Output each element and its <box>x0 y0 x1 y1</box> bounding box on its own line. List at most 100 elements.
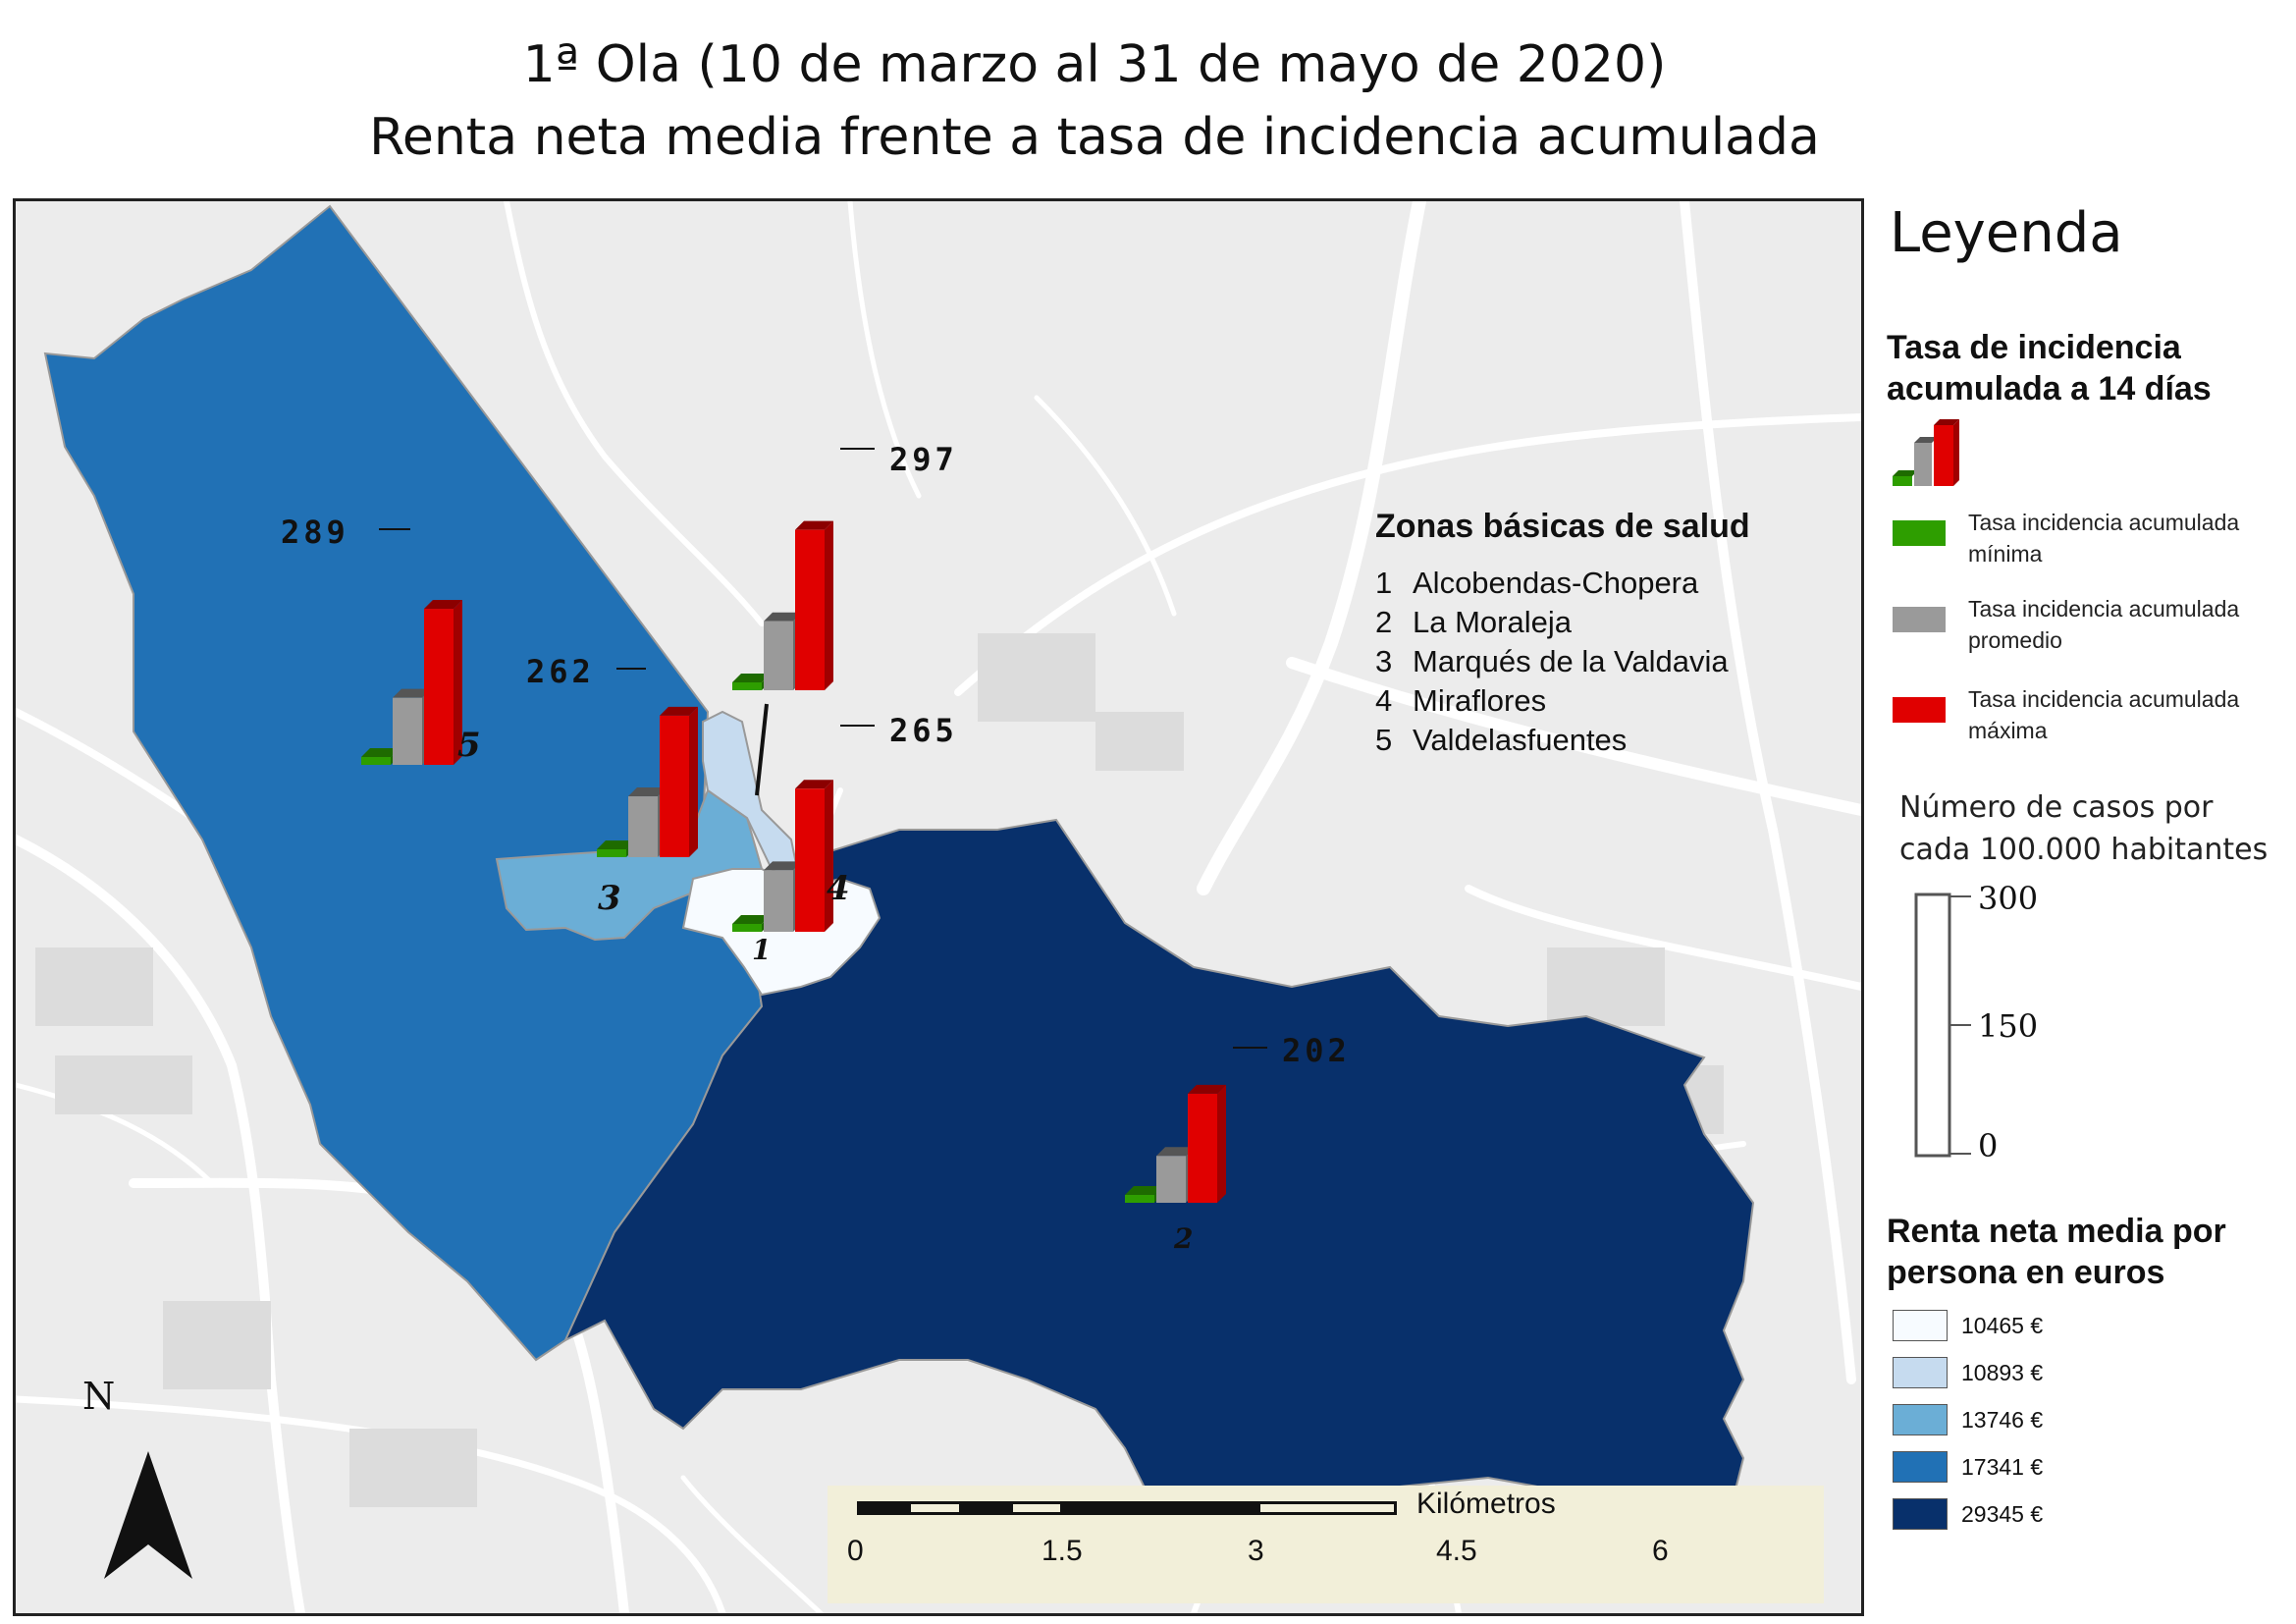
max-bar-top <box>660 706 698 716</box>
max-bar-top <box>795 780 833 789</box>
max-bar-top <box>795 520 833 530</box>
max-bar <box>795 529 825 690</box>
avg-swatch <box>1893 607 1946 632</box>
scale-tick-1: 1.5 <box>1041 1535 1083 1567</box>
scale-tick-4: 6 <box>1652 1535 1669 1567</box>
zona-item-name: Marqués de la Valdavia <box>1413 644 1729 678</box>
map-frame[interactable]: 289 297 262 265 202 5 3 4 1 2 Zonas bási… <box>13 198 1864 1616</box>
cases-caption-line1: Número de casos por <box>1899 790 2214 825</box>
legend-panel: Leyenda Tasa de incidencia acumulada a 1… <box>1875 0 2296 1624</box>
max-label-zone-4: 265 <box>889 712 958 749</box>
zona-item-number: 2 <box>1375 605 1393 639</box>
min-bar <box>732 682 762 690</box>
avg-bar-top <box>764 612 802 622</box>
north-label: N <box>82 1375 116 1418</box>
zona-item-number: 1 <box>1375 566 1393 600</box>
zona-item-name: La Moraleja <box>1413 605 1572 639</box>
income-swatch-4 <box>1893 1451 1948 1483</box>
max-bar-side <box>454 600 462 765</box>
zona-item: 5 Valdelasfuentes <box>1375 721 1750 760</box>
income-swatch-5 <box>1893 1498 1948 1530</box>
max-bar <box>660 715 689 857</box>
avg-label-line2: promedio <box>1968 627 2062 653</box>
income-label-1: 10465 € <box>1961 1313 2044 1338</box>
avg-bar-top <box>393 688 431 698</box>
scale-bar: Kilómetros 0 1.5 3 4.5 6 <box>828 1486 1824 1603</box>
min-bar <box>597 849 626 857</box>
avg-bar <box>1156 1156 1186 1203</box>
zona-item-name: Valdelasfuentes <box>1413 723 1628 757</box>
zone-number-5: 5 <box>457 726 481 765</box>
zona-item-number: 3 <box>1375 644 1393 678</box>
max-label-zone-1: 297 <box>889 441 958 478</box>
max-label-line2: máxima <box>1968 718 2048 743</box>
avg-bar <box>764 870 793 932</box>
min-label-line1: Tasa incidencia acumulada <box>1968 510 2240 535</box>
income-label-3: 13746 € <box>1961 1407 2044 1433</box>
income-swatch-3 <box>1893 1404 1948 1435</box>
zone-number-3: 3 <box>598 879 621 918</box>
income-swatch-1 <box>1893 1310 1948 1341</box>
max-label-line1: Tasa incidencia acumulada <box>1968 686 2240 712</box>
min-bar-top <box>597 840 635 849</box>
cases-caption-line2: cada 100.000 habitantes <box>1899 833 2269 867</box>
incidence-heading-line1: Tasa de incidencia <box>1887 329 2181 366</box>
min-bar-top <box>1125 1186 1163 1195</box>
income-label-2: 10893 € <box>1961 1360 2044 1385</box>
bar-chart-layer <box>16 201 1861 1613</box>
zona-item-name: Alcobendas-Chopera <box>1413 566 1699 600</box>
bar-scale-150: 150 <box>1978 1007 2039 1045</box>
avg-label-line1: Tasa incidencia acumulada <box>1968 596 2240 622</box>
max-bar <box>424 609 454 765</box>
bar-scale-300: 300 <box>1978 880 2039 917</box>
max-bar-side <box>1217 1084 1226 1203</box>
zone-number-2: 2 <box>1174 1222 1194 1255</box>
zona-item-number: 5 <box>1375 723 1393 757</box>
income-label-5: 29345 € <box>1961 1501 2044 1527</box>
bar-group-z3 <box>597 706 698 857</box>
zona-item: 1 Alcobendas-Chopera <box>1375 564 1750 603</box>
scale-tick-2: 3 <box>1248 1535 1264 1567</box>
north-arrow-icon <box>104 1451 192 1579</box>
zona-item-number: 4 <box>1375 683 1393 718</box>
zona-item: 2 La Moraleja <box>1375 603 1750 642</box>
income-heading-line1: Renta neta media por <box>1887 1213 2226 1250</box>
bar-group-z5 <box>361 600 462 765</box>
incidence-bars <box>361 520 1226 1203</box>
zonas-basicas-list: Zonas básicas de salud 1 Alcobendas-Chope… <box>1375 508 1750 760</box>
avg-bar-top <box>1156 1147 1195 1157</box>
bar-scale-0: 0 <box>1978 1127 1999 1164</box>
scale-tick-0: 0 <box>847 1535 864 1567</box>
min-bar <box>732 924 762 932</box>
max-bar-side <box>825 520 833 690</box>
zonas-title: Zonas básicas de salud <box>1375 508 1750 545</box>
bar-scale-graphic <box>1914 893 1971 1158</box>
max-label-zone-5: 289 <box>281 514 349 551</box>
zona-item: 4 Miraflores <box>1375 681 1750 721</box>
max-bar-top <box>424 600 462 610</box>
bar-group-z4 <box>732 780 833 932</box>
max-bar-side <box>825 780 833 932</box>
max-bar <box>795 788 825 932</box>
income-swatch-2 <box>1893 1357 1948 1388</box>
zone-number-1: 1 <box>752 934 772 966</box>
max-swatch <box>1893 697 1946 723</box>
scale-tick-3: 4.5 <box>1436 1535 1477 1567</box>
max-label-zone-2: 202 <box>1282 1032 1351 1069</box>
min-label-line2: mínima <box>1968 541 2043 567</box>
bar-group-z1 <box>732 520 833 690</box>
map-title-line1: 1ª Ola (10 de marzo al 31 de mayo de 202… <box>522 35 1667 94</box>
min-bar-top <box>732 915 771 924</box>
bar-symbol-icon <box>1893 419 1959 486</box>
scale-bar-graphic <box>857 1501 1397 1515</box>
bar-group-z2 <box>1125 1084 1226 1203</box>
min-bar <box>1125 1195 1154 1203</box>
zona-item-name: Miraflores <box>1413 683 1547 718</box>
incidence-heading-line2: acumulada a 14 días <box>1887 370 2212 407</box>
max-bar <box>1188 1093 1217 1203</box>
zone-number-4: 4 <box>827 869 850 908</box>
min-swatch <box>1893 520 1946 546</box>
avg-bar <box>628 796 658 857</box>
min-bar-top <box>361 748 400 757</box>
income-label-4: 17341 € <box>1961 1454 2044 1480</box>
